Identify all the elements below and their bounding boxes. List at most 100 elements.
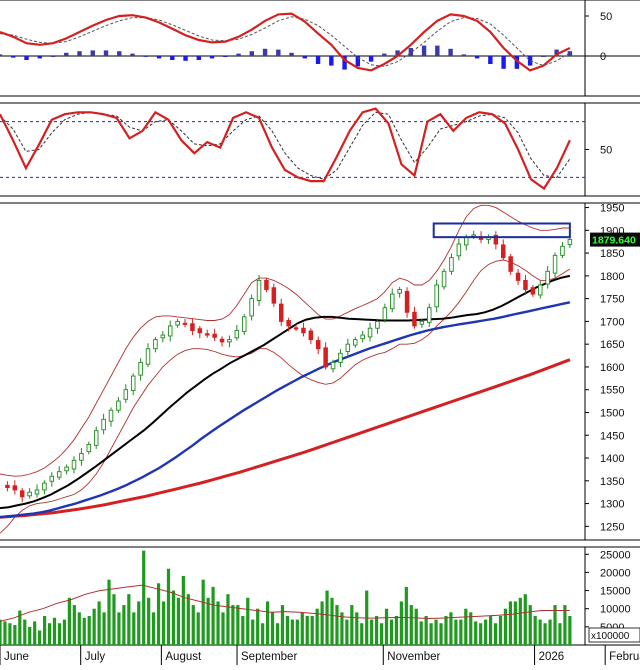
candle-body xyxy=(323,347,328,368)
volume-bar xyxy=(261,623,265,645)
volume-bar xyxy=(498,615,503,645)
stochastic-d-line xyxy=(0,111,571,180)
volume-bar xyxy=(87,615,91,645)
price-tick-label: 1600 xyxy=(600,362,624,374)
volume-bar xyxy=(62,619,67,645)
candle-body xyxy=(552,254,558,274)
macd-histogram-bar xyxy=(249,51,255,56)
candle-body xyxy=(249,298,254,317)
macd-histogram-bar xyxy=(0,54,3,56)
candle-body xyxy=(315,340,321,350)
candle-body xyxy=(412,311,417,327)
volume-bar xyxy=(226,594,230,645)
price-tick-label: 1800 xyxy=(600,271,624,283)
volume-bar xyxy=(132,612,136,645)
macd-histogram-bar xyxy=(501,56,506,69)
price-tick-label: 1450 xyxy=(600,430,624,442)
candle-body xyxy=(153,339,158,350)
volume-bar xyxy=(568,615,572,645)
macd-histogram-bar xyxy=(223,56,228,57)
candle-body xyxy=(449,257,454,272)
volume-bar xyxy=(459,619,463,645)
volume-bar xyxy=(171,590,176,645)
candle-body xyxy=(138,361,143,376)
volume-bar xyxy=(414,608,418,645)
candle-body xyxy=(271,287,277,304)
macd-histogram-bar xyxy=(117,51,122,56)
macd-histogram-bar xyxy=(24,56,29,60)
volume-bar xyxy=(325,590,329,645)
volume-bar xyxy=(424,615,428,645)
candle-body xyxy=(515,272,521,281)
price-tick-label: 1550 xyxy=(600,385,624,397)
volume-bar xyxy=(330,597,334,645)
volume-bar xyxy=(340,612,344,645)
macd-histogram-bar xyxy=(541,56,546,57)
macd-histogram-bar xyxy=(170,56,175,60)
candle-body xyxy=(338,352,343,363)
macd-panel: 50 0 xyxy=(0,11,640,72)
volume-bar xyxy=(127,594,131,645)
volume-bar xyxy=(469,612,473,645)
ma-short-black-line xyxy=(0,274,571,510)
macd-tick-label: 50 xyxy=(600,11,612,23)
candle-body xyxy=(464,236,469,246)
last-price-tag xyxy=(590,232,640,247)
volume-bar xyxy=(8,623,12,645)
macd-histogram-bar xyxy=(474,56,480,59)
candle-body xyxy=(241,316,247,332)
volume-bar xyxy=(231,605,235,645)
volume-bar xyxy=(265,601,270,645)
candle-body xyxy=(301,327,306,334)
last-price-label: 1879.640 xyxy=(592,235,636,247)
candle-body xyxy=(397,289,402,294)
volume-bar xyxy=(464,608,468,645)
volume-bar xyxy=(196,612,200,645)
volume-bar xyxy=(484,619,488,645)
macd-histogram-bar xyxy=(368,56,374,62)
volume-bar xyxy=(305,615,309,645)
volume-bar xyxy=(474,621,478,645)
candle-body xyxy=(367,327,373,338)
volume-bar xyxy=(389,619,394,645)
ma-mid-blue-line xyxy=(0,301,571,519)
candle-body xyxy=(5,484,10,489)
volume-bar xyxy=(360,623,364,645)
candle-body xyxy=(419,320,425,325)
price-tick-label: 1300 xyxy=(600,499,624,511)
macd-histogram-bar xyxy=(514,56,520,69)
volume-bar xyxy=(503,608,508,645)
candle-body xyxy=(167,325,173,337)
macd-histogram-bar xyxy=(183,56,188,61)
candle-body xyxy=(93,430,99,446)
volume-bar xyxy=(488,615,493,645)
x-axis-label: August xyxy=(165,651,202,663)
volume-bar xyxy=(538,619,542,645)
candle-body xyxy=(352,339,358,346)
volume-bar xyxy=(18,610,22,645)
candle-body xyxy=(389,293,395,310)
volume-bar xyxy=(548,619,552,645)
volume-bar xyxy=(394,615,399,645)
macd-histogram-bar xyxy=(11,56,16,58)
candle-body xyxy=(212,333,217,338)
candle-body xyxy=(278,303,284,322)
macd-histogram-bar xyxy=(355,56,361,67)
candle-body xyxy=(545,270,550,285)
macd-histogram-bar xyxy=(315,56,321,64)
candle-body xyxy=(404,290,410,313)
volume-bar xyxy=(77,612,81,645)
volume-bar xyxy=(310,615,314,645)
x-axis-label: February xyxy=(609,651,640,663)
candle-body xyxy=(160,334,166,339)
candle-body xyxy=(508,256,513,272)
candle-body xyxy=(434,284,439,308)
candle-body xyxy=(330,361,336,370)
volume-bar xyxy=(161,601,166,645)
macd-histogram-bar xyxy=(156,56,162,59)
volume-bar xyxy=(72,605,76,645)
volume-bar xyxy=(166,568,171,645)
volume-tick-label: 20000 xyxy=(600,567,631,579)
volume-tick-label: 10000 xyxy=(600,604,631,616)
